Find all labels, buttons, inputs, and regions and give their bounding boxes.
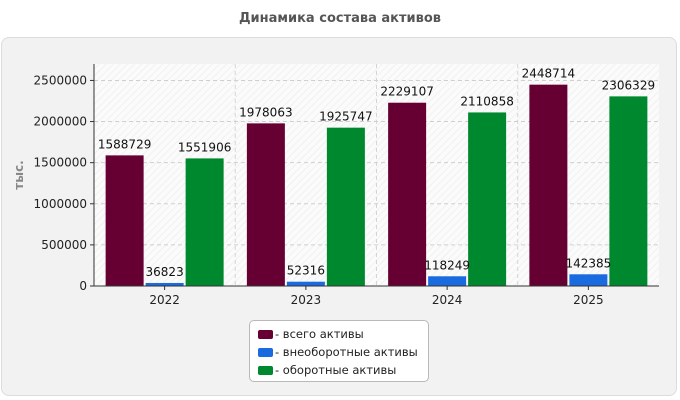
x-tick-label: 2023 [291,293,322,307]
axes: 0 500000 1000000 1500000 2000000 2500000 2022 2… [34,64,659,307]
legend-item-noncurrent-assets: - внеоборотные активы [258,343,428,361]
bar [105,155,144,286]
bar [569,274,608,286]
bar-value-label: 2110858 [460,94,513,108]
bar-value-label: 1978063 [239,105,292,119]
legend-swatch-current-assets [258,365,273,375]
x-tick-label: 2025 [573,293,604,307]
bar [428,276,467,286]
bar [246,123,285,286]
bar-value-label: 1551906 [178,140,231,154]
legend-swatch-noncurrent-assets [258,347,273,357]
y-tick-label: 1000000 [34,197,87,211]
bar-value-label: 118249 [424,258,470,272]
legend-label-current-assets: - оборотные активы [275,363,397,377]
bar [388,102,427,286]
bar-value-label: 52316 [287,264,325,278]
bar [529,84,568,287]
legend: - всего активы - внеоборотные активы - о… [249,320,429,382]
bar [468,112,507,286]
legend-label-total-assets: - всего активы [275,327,364,341]
bar-value-label: 36823 [146,265,184,279]
y-axis-label: тыс. [12,160,26,189]
data-labels: 1588729 36823 1551906 1978063 52316 1925747 22… [98,67,655,279]
bar-value-label: 142385 [565,256,611,270]
bar [145,282,184,286]
legend-item-current-assets: - оборотные активы [258,361,428,379]
y-tick-label: 500000 [41,238,87,252]
legend-label-noncurrent-assets: - внеоборотные активы [275,345,418,359]
plot-area [94,64,659,286]
bar-value-label: 2306329 [602,78,655,92]
bar [286,281,325,286]
y-tick-label: 2500000 [34,73,87,87]
bar [326,127,365,287]
bar-value-label: 2229107 [380,85,433,99]
bar [185,158,224,286]
legend-swatch-total-assets [258,329,273,339]
chart-title: Динамика состава активов [238,11,442,26]
bars [105,84,648,287]
bar-value-label: 2448714 [522,67,575,81]
y-tick-label: 2000000 [34,115,87,129]
bar [609,96,648,287]
y-tick-label: 1500000 [34,156,87,170]
bar-value-label: 1588729 [98,137,151,151]
y-tick-label: 0 [79,279,87,293]
bar-value-label: 1925747 [319,110,372,124]
x-tick-label: 2024 [432,293,463,307]
legend-item-total-assets: - всего активы [258,325,428,343]
x-tick-label: 2022 [149,293,180,307]
